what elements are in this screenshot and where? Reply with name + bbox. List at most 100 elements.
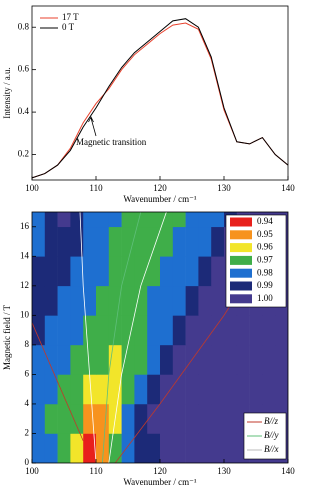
heatmap-cell [147, 256, 161, 287]
y-tick-label: 0.6 [18, 64, 30, 74]
heatmap-cell [185, 256, 199, 287]
heatmap-cell [44, 433, 58, 463]
heatmap-cell [262, 374, 276, 405]
heatmap-cell [96, 403, 110, 434]
heatmap-cell [32, 315, 46, 346]
x-tick-label: 140 [281, 183, 295, 193]
heatmap-cell [172, 344, 186, 375]
heatmap-cell [70, 374, 84, 405]
heatmap-cell [96, 285, 110, 316]
heatmap-cell [57, 315, 71, 346]
heatmap-cell [172, 374, 186, 405]
heatmap-cell [83, 285, 97, 316]
y-axis-label: Intensity / a.u. [2, 67, 12, 119]
heatmap [32, 212, 288, 463]
colorbar-label: 0.98 [257, 267, 273, 277]
heatmap-cell [147, 344, 161, 375]
heatmap-cell [172, 315, 186, 346]
heatmap-cell [211, 403, 225, 434]
heatmap-cell [172, 256, 186, 287]
x-tick-label: 120 [153, 466, 167, 476]
y-tick-label: 2 [25, 428, 30, 438]
heatmap-cell [32, 433, 46, 463]
heatmap-cell [121, 256, 135, 287]
heatmap-cell [108, 285, 122, 316]
colorbar-swatch [230, 294, 252, 304]
heatmap-cell [44, 226, 58, 257]
heatmap-cell [134, 433, 148, 463]
heatmap-cell [211, 344, 225, 375]
heatmap-cell [211, 212, 225, 228]
heatmap-cell [108, 256, 122, 287]
x-tick-label: 100 [25, 183, 39, 193]
heatmap-cell [160, 285, 174, 316]
y-tick-label: 10 [20, 309, 30, 319]
heatmap-cell [147, 403, 161, 434]
heatmap-cell [160, 315, 174, 346]
x-tick-label: 110 [89, 183, 103, 193]
colorbar-swatch [230, 243, 252, 253]
heatmap-cell [32, 256, 46, 287]
heatmap-cell [134, 226, 148, 257]
heatmap-cell [57, 344, 71, 375]
heatmap-cell [249, 374, 263, 405]
heatmap-cell [198, 374, 212, 405]
heatmap-cell [262, 315, 276, 346]
heatmap-cell [57, 374, 71, 405]
heatmap-cell [134, 285, 148, 316]
colorbar-label: 0.99 [257, 280, 273, 290]
heatmap-cell [275, 315, 288, 346]
x-tick-label: 140 [281, 466, 295, 476]
y-tick-label: 4 [25, 398, 30, 408]
heatmap-cell [57, 212, 71, 228]
heatmap-cell [96, 315, 110, 346]
heatmap-cell [224, 374, 238, 405]
heatmap-cell [172, 226, 186, 257]
heatmap-cell [198, 344, 212, 375]
heatmap-cell [198, 285, 212, 316]
heatmap-cell [83, 433, 97, 463]
heatmap-cell [185, 226, 199, 257]
heatmap-cell [236, 315, 250, 346]
heatmap-cell [44, 256, 58, 287]
heatmap-cell [57, 256, 71, 287]
x-axis-label: Wavenumber / cm⁻¹ [123, 194, 197, 204]
heatmap-cell [211, 285, 225, 316]
heatmap-cell [70, 212, 84, 228]
colorbar-label: 1.00 [257, 293, 273, 303]
heatmap-cell [83, 374, 97, 405]
heatmap-cell [70, 285, 84, 316]
heatmap-cell [96, 256, 110, 287]
heatmap-cell [160, 374, 174, 405]
heatmap-cell [96, 344, 110, 375]
heatmap-cell [70, 315, 84, 346]
heatmap-cell [108, 212, 122, 228]
x-tick-label: 110 [89, 466, 103, 476]
x-axis-label: Wavenumber / cm⁻¹ [123, 477, 197, 487]
heatmap-cell [224, 344, 238, 375]
heatmap-cell [172, 285, 186, 316]
line [31, 18, 289, 179]
line [31, 22, 289, 179]
heatmap-cell [160, 212, 174, 228]
colorbar-swatch [230, 217, 252, 227]
heatmap-cell [121, 285, 135, 316]
heatmap-cell [211, 226, 225, 257]
legend-label: 0 T [62, 22, 75, 32]
heatmap-cell [83, 315, 97, 346]
heatmap-cell [32, 285, 46, 316]
colorbar-label: 0.95 [257, 229, 273, 239]
heatmap-cell [44, 315, 58, 346]
x-tick-label: 100 [25, 466, 39, 476]
y-tick-label: 12 [20, 280, 29, 290]
heatmap-cell [185, 374, 199, 405]
heatmap-cell [160, 403, 174, 434]
heatmap-cell [147, 226, 161, 257]
colorbar-swatch [230, 281, 252, 291]
heatmap-cell [70, 344, 84, 375]
heatmap-cell [185, 433, 199, 463]
colorbar-swatch [230, 255, 252, 265]
heatmap-cell [160, 256, 174, 287]
theory-line [102, 212, 142, 463]
heatmap-cell [147, 374, 161, 405]
